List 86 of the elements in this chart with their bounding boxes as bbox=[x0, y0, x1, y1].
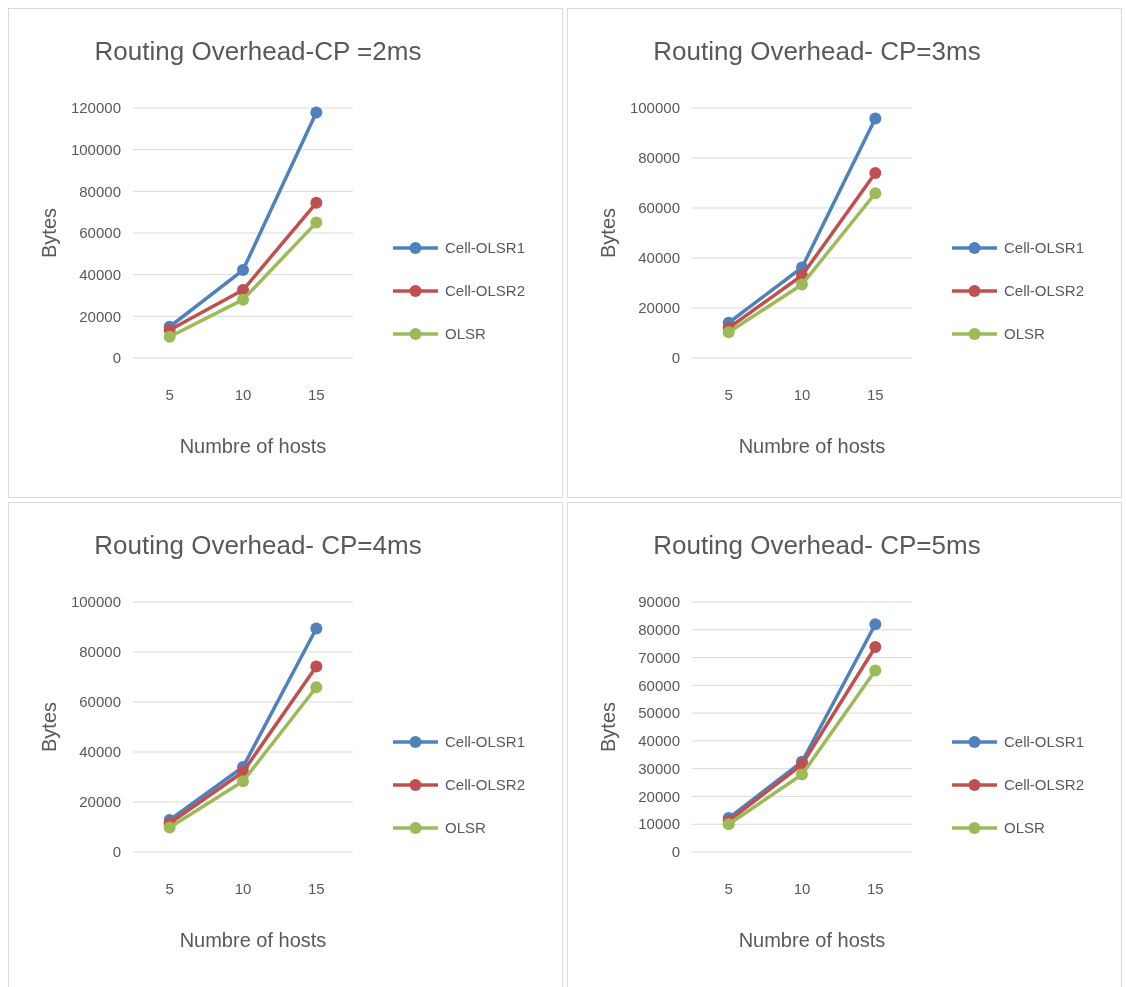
x-tick-label: 5 bbox=[724, 386, 733, 403]
y-tick-label: 0 bbox=[112, 843, 121, 861]
point bbox=[237, 775, 249, 788]
x-tick-label: 15 bbox=[866, 880, 884, 897]
y-tick-label: 20000 bbox=[79, 307, 121, 325]
point bbox=[722, 326, 735, 339]
y-tick-label: 60000 bbox=[79, 224, 121, 242]
y-tick-label: 100000 bbox=[629, 99, 680, 117]
y-tick-label: 0 bbox=[112, 349, 121, 367]
x-tick-label: 10 bbox=[234, 386, 252, 403]
x-axis-title: Numbre of hosts bbox=[738, 435, 886, 457]
y-tick-label: 100000 bbox=[70, 140, 121, 158]
y-tick-label: 30000 bbox=[638, 759, 680, 777]
x-axis-title: Numbre of hosts bbox=[179, 435, 327, 457]
y-tick-label: 60000 bbox=[638, 676, 680, 694]
point bbox=[796, 768, 808, 781]
y-tick-label: 40000 bbox=[638, 732, 680, 750]
y-tick-label: 40000 bbox=[79, 265, 121, 283]
y-tick-label: 80000 bbox=[638, 621, 680, 639]
point bbox=[237, 264, 249, 277]
legend-label: Cell-OLSR2 bbox=[1004, 282, 1085, 300]
point bbox=[310, 622, 323, 635]
x-tick-label: 5 bbox=[165, 880, 174, 897]
y-tick-label: 80000 bbox=[79, 643, 121, 661]
point bbox=[869, 618, 882, 631]
x-tick-label: 15 bbox=[307, 880, 325, 897]
legend-label: OLSR bbox=[445, 819, 487, 837]
y-axis-title: Bytes bbox=[38, 701, 60, 753]
point bbox=[310, 681, 323, 694]
chart-title: Routing Overhead- CP=5ms bbox=[653, 530, 981, 560]
point bbox=[310, 660, 323, 673]
y-tick-label: 90000 bbox=[638, 593, 680, 611]
point bbox=[310, 106, 323, 119]
legend-label: Cell-OLSR1 bbox=[1004, 239, 1085, 257]
legend-label: Cell-OLSR1 bbox=[445, 733, 526, 751]
legend-label: Cell-OLSR1 bbox=[1004, 733, 1085, 751]
x-tick-label: 5 bbox=[165, 386, 174, 403]
point bbox=[237, 293, 249, 306]
y-axis-title: Bytes bbox=[597, 207, 619, 259]
point bbox=[163, 821, 176, 834]
point bbox=[869, 187, 882, 200]
y-axis-title: Bytes bbox=[38, 207, 60, 259]
legend-label: Cell-OLSR2 bbox=[445, 776, 526, 794]
x-tick-label: 10 bbox=[793, 880, 811, 897]
point bbox=[869, 641, 882, 653]
x-tick-label: 15 bbox=[307, 386, 325, 403]
x-axis-title: Numbre of hosts bbox=[179, 929, 327, 951]
y-tick-label: 120000 bbox=[70, 99, 121, 117]
y-tick-label: 60000 bbox=[79, 693, 121, 711]
legend-label: OLSR bbox=[445, 325, 487, 343]
y-tick-label: 20000 bbox=[638, 787, 680, 805]
legend-label: Cell-OLSR2 bbox=[445, 282, 526, 300]
y-axis-title: Bytes bbox=[597, 701, 619, 753]
x-tick-label: 10 bbox=[793, 386, 811, 403]
y-tick-label: 40000 bbox=[638, 249, 680, 267]
point bbox=[722, 818, 735, 831]
point bbox=[869, 167, 882, 179]
y-tick-label: 0 bbox=[671, 349, 680, 367]
legend-label: OLSR bbox=[1004, 325, 1046, 343]
point bbox=[869, 664, 882, 677]
point bbox=[869, 112, 882, 125]
x-tick-label: 5 bbox=[724, 880, 733, 897]
y-tick-label: 20000 bbox=[79, 793, 121, 811]
y-tick-label: 50000 bbox=[638, 704, 680, 722]
x-tick-label: 10 bbox=[234, 880, 252, 897]
point bbox=[310, 216, 323, 229]
chart-title: Routing Overhead- CP=3ms bbox=[653, 36, 981, 66]
legend-label: Cell-OLSR1 bbox=[445, 239, 526, 257]
x-tick-label: 15 bbox=[866, 386, 884, 403]
y-tick-label: 60000 bbox=[638, 199, 680, 217]
point bbox=[310, 196, 323, 209]
y-tick-label: 40000 bbox=[79, 743, 121, 761]
chart-title: Routing Overhead- CP=4ms bbox=[94, 530, 422, 560]
y-tick-label: 100000 bbox=[70, 593, 121, 611]
y-tick-label: 20000 bbox=[638, 299, 680, 317]
chart-title: Routing Overhead-CP =2ms bbox=[94, 36, 422, 66]
y-tick-label: 0 bbox=[671, 843, 680, 861]
legend-label: OLSR bbox=[1004, 819, 1046, 837]
point bbox=[163, 330, 176, 343]
point bbox=[796, 278, 808, 291]
legend-label: Cell-OLSR2 bbox=[1004, 776, 1085, 794]
x-axis-title: Numbre of hosts bbox=[738, 929, 886, 951]
y-tick-label: 70000 bbox=[638, 648, 680, 666]
y-tick-label: 80000 bbox=[79, 182, 121, 200]
y-tick-label: 80000 bbox=[638, 149, 680, 167]
y-tick-label: 10000 bbox=[638, 815, 680, 833]
